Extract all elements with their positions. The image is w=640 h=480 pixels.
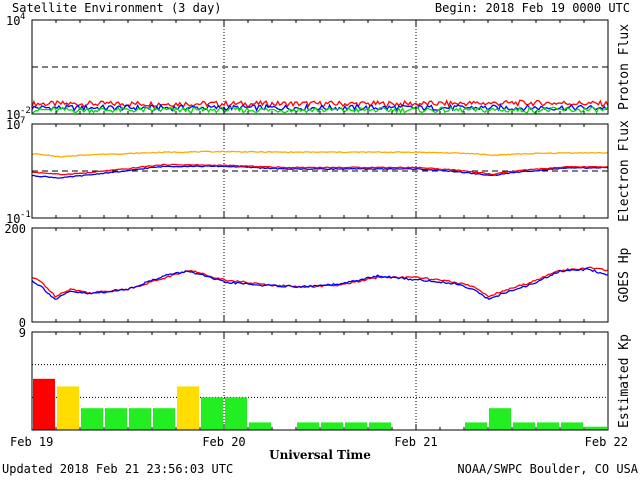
y-tick-exponent: 7 xyxy=(20,116,25,126)
footer-updated: Updated 2018 Feb 21 23:56:03 UTC xyxy=(2,462,234,476)
y-axis-label: Electron Flux xyxy=(617,120,632,222)
panel-frame xyxy=(31,227,609,323)
y-axis-label: GOES Hp xyxy=(617,247,632,302)
series-blue xyxy=(31,103,609,112)
series-blue xyxy=(31,165,609,179)
kp-bar xyxy=(33,378,55,430)
kp-bar xyxy=(57,386,79,430)
kp-bar xyxy=(105,408,127,430)
begin-value: 2018 Feb 19 0000 UTC xyxy=(485,1,631,15)
x-tick-label: Feb 22 xyxy=(585,435,628,449)
y-tick-exponent: -2 xyxy=(20,106,31,116)
panel-2: 10 710 -1 Electron Flux xyxy=(6,116,632,226)
kp-bar xyxy=(129,408,151,430)
kp-bar xyxy=(369,422,391,430)
header-begin: Begin: 2018 Feb 19 0000 UTC xyxy=(435,1,630,15)
panel-4: 9 Estimated Kp xyxy=(19,326,632,431)
series-red xyxy=(31,163,609,176)
kp-bar xyxy=(177,386,199,430)
y-tick-label: 0 xyxy=(19,316,26,330)
x-axis-label: Universal Time xyxy=(269,448,371,462)
y-tick-exponent: -1 xyxy=(20,210,31,220)
y-tick-label: 10 xyxy=(6,14,20,28)
footer-credit: NOAA/SWPC Boulder, CO USA xyxy=(457,462,638,476)
kp-bar xyxy=(585,426,607,430)
kp-bar xyxy=(513,422,535,430)
kp-bar xyxy=(201,397,223,430)
y-tick-label: 9 xyxy=(19,326,26,340)
y-axis-label: Proton Flux xyxy=(617,24,632,110)
y-tick-label: 10 xyxy=(6,118,20,132)
kp-bar xyxy=(297,422,319,430)
kp-bar xyxy=(153,408,175,430)
kp-bar xyxy=(321,422,343,430)
y-axis-label: Estimated Kp xyxy=(617,334,632,428)
x-tick-label: Feb 21 xyxy=(394,435,437,449)
kp-bar xyxy=(465,422,487,430)
series-red xyxy=(31,266,609,298)
kp-bar xyxy=(345,422,367,430)
series-green xyxy=(31,106,609,115)
y-tick-label: 10 xyxy=(6,108,20,122)
series-orange xyxy=(31,150,609,158)
y-tick-label: 10 xyxy=(6,212,20,226)
kp-bar xyxy=(537,422,559,430)
panel-3: 200 0 GOES Hp xyxy=(4,222,632,330)
y-tick-label: 200 xyxy=(4,222,26,236)
kp-bar xyxy=(225,397,247,430)
x-tick-label: Feb 19 xyxy=(10,435,53,449)
begin-label: Begin: xyxy=(434,1,479,15)
kp-bar xyxy=(489,408,511,430)
series-blue xyxy=(31,267,609,300)
y-tick-exponent: 4 xyxy=(20,12,25,22)
kp-bar xyxy=(81,408,103,430)
kp-bar xyxy=(561,422,583,430)
header-title: Satellite Environment (3 day) xyxy=(12,1,222,15)
kp-bar xyxy=(249,422,271,430)
x-tick-label: Feb 20 xyxy=(202,435,245,449)
